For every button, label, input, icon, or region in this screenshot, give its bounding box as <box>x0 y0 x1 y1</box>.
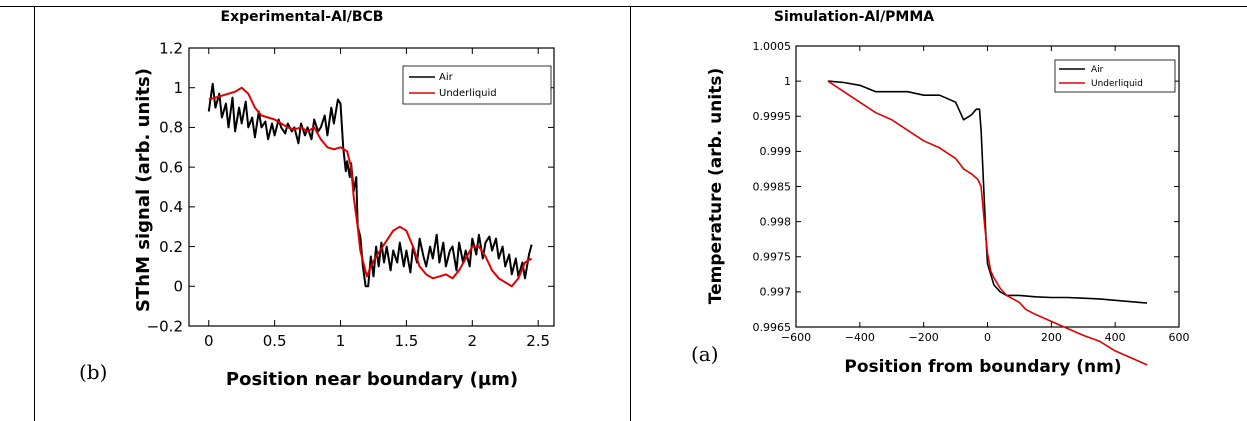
y-axis-title: Temperature (arb. units) <box>706 68 726 304</box>
y-tick-label: 0.8 <box>159 119 183 137</box>
legend-box <box>1054 59 1176 93</box>
y-tick-label: 0.998 <box>760 215 792 228</box>
chart-title: Experimental-Al/BCB <box>221 9 384 25</box>
y-tick-label: 0.6 <box>159 158 183 176</box>
series-line-underliquid <box>208 86 533 288</box>
x-tick-label: 2 <box>468 332 478 350</box>
x-tick-label: −600 <box>781 331 811 344</box>
x-tick-label: 0.5 <box>263 332 287 350</box>
y-tick-label: 1.2 <box>159 39 183 57</box>
x-tick-label: 0 <box>204 332 214 350</box>
series-group <box>207 82 533 288</box>
left-border <box>34 6 35 421</box>
axis-ticks: 0 0.5 1 1.5 2 2.5 −0.2 0 0.2 0.4 0.6 0.8 1 1.2 <box>147 39 554 350</box>
y-tick-label: 0.997 <box>760 286 792 299</box>
series-line-air <box>207 82 533 288</box>
y-tick-label: 1.0005 <box>753 40 792 53</box>
chart-title: Simulation-Al/PMMA <box>774 9 934 25</box>
y-tick-label: 0.999 <box>760 145 792 158</box>
y-tick-label: 0.2 <box>159 238 183 256</box>
chart-experimental: Experimental-Al/BCB 0 0.5 1 1.5 2 2.5 −0.2 0 0.2… <box>79 9 555 390</box>
legend: Air Underliquid <box>402 65 552 105</box>
y-tick-label: 1 <box>784 75 791 88</box>
x-tick-label: 1 <box>336 332 346 350</box>
legend: Air Underliquid <box>1054 59 1176 93</box>
panel-label: (b) <box>79 360 107 384</box>
series-line-air <box>827 80 1148 304</box>
x-tick-label: 400 <box>1105 331 1126 344</box>
y-tick-label: 0.9985 <box>753 180 792 193</box>
y-tick-label: 1 <box>173 79 183 97</box>
x-tick-label: 200 <box>1041 331 1062 344</box>
axis-ticks: −600 −400 −200 0 200 400 600 0.9965 0.997 0.9975 0… <box>753 40 1190 344</box>
series-group <box>827 80 1148 366</box>
y-tick-label: −0.2 <box>147 317 183 335</box>
x-tick-label: 2.5 <box>526 332 550 350</box>
top-border <box>0 6 1247 7</box>
plot-frame <box>188 47 555 327</box>
legend-label-air: Air <box>1091 65 1104 75</box>
legend-label-air: Air <box>439 72 454 83</box>
x-tick-label: 600 <box>1169 331 1190 344</box>
x-axis-title: Position near boundary (µm) <box>226 369 518 390</box>
legend-box <box>402 65 552 105</box>
x-tick-label: −400 <box>845 331 875 344</box>
legend-label-underliquid: Underliquid <box>1091 79 1143 89</box>
y-axis-title: SThM signal (arb. units) <box>133 68 154 312</box>
y-tick-label: 0.9995 <box>753 110 792 123</box>
x-tick-label: −200 <box>909 331 939 344</box>
y-tick-label: 0.9965 <box>753 321 792 334</box>
legend-label-underliquid: Underliquid <box>439 88 497 99</box>
y-tick-label: 0.4 <box>159 198 183 216</box>
chart-simulation: Simulation-Al/PMMA −600 −400 −200 0 200 400 60… <box>691 9 1190 377</box>
series-line-underliquid <box>827 80 1148 366</box>
x-axis-title: Position from boundary (nm) <box>844 357 1121 377</box>
x-tick-label: 1.5 <box>394 332 418 350</box>
panel-label: (a) <box>691 342 719 366</box>
center-divider <box>630 6 631 421</box>
x-tick-label: 0 <box>984 331 991 344</box>
y-tick-label: 0 <box>173 278 183 296</box>
y-tick-label: 0.9975 <box>753 251 792 264</box>
